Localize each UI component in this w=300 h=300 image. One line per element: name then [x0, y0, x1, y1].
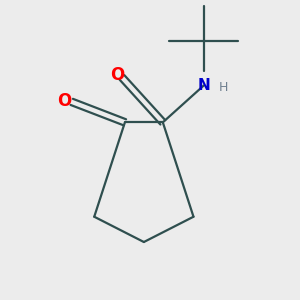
- Text: N: N: [197, 78, 210, 93]
- Text: O: O: [110, 66, 124, 84]
- Text: O: O: [58, 92, 72, 110]
- Text: H: H: [218, 81, 228, 94]
